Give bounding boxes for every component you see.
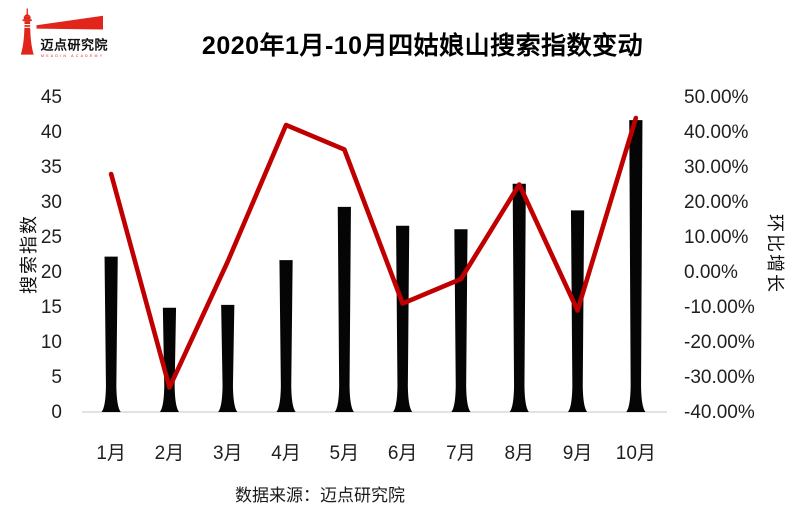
- left-tick-25: 25: [40, 227, 62, 248]
- bar-month-10: [626, 120, 646, 412]
- bar-month-4: [276, 260, 296, 412]
- light-beam-icon: [36, 15, 103, 30]
- logo-name: 迈点研究院: [41, 38, 109, 53]
- data-source-note: 数据来源：迈点研究院: [235, 486, 405, 505]
- right-tick-20.00%: 20.00%: [684, 192, 749, 213]
- x-label-month-3: 3月: [212, 443, 243, 464]
- right-tick-0.00%: 0.00%: [684, 262, 738, 283]
- x-label-month-5: 5月: [329, 443, 360, 464]
- left-tick-35: 35: [40, 157, 62, 178]
- x-label-month-9: 9月: [562, 443, 593, 464]
- lighthouse-gallery: [22, 19, 32, 22]
- lighthouse-dome: [23, 14, 31, 17]
- right-tick-10.00%: 10.00%: [684, 227, 749, 248]
- left-tick-45: 45: [40, 87, 62, 108]
- left-tick-30: 30: [40, 192, 62, 213]
- right-tick-40.00%: 40.00%: [684, 122, 749, 143]
- bar-month-6: [393, 225, 413, 412]
- x-label-month-6: 6月: [387, 443, 418, 464]
- logo-subtitle: MEADIN ACADEMY: [41, 54, 104, 58]
- bar-month-2: [159, 307, 180, 412]
- left-tick-40: 40: [40, 122, 62, 143]
- lighthouse-mast: [26, 8, 28, 15]
- right-tick-50.00%: 50.00%: [684, 87, 749, 108]
- right-tick--30.00%: -30.00%: [684, 367, 755, 388]
- left-tick-20: 20: [40, 262, 62, 283]
- right-axis-title: 环比增长: [765, 214, 785, 294]
- bar-month-8: [509, 183, 529, 412]
- lighthouse-body: [20, 21, 34, 55]
- x-label-month-2: 2月: [154, 443, 185, 464]
- right-tick-30.00%: 30.00%: [684, 157, 749, 178]
- left-axis-title: 搜索指数: [19, 214, 39, 294]
- mom-growth-line: [108, 115, 639, 390]
- x-label-month-8: 8月: [504, 443, 535, 464]
- right-tick--20.00%: -20.00%: [684, 332, 755, 353]
- chart-title: 2020年1月-10月四姑娘山搜索指数变动: [201, 32, 644, 60]
- lighthouse-stripe: [24, 26, 31, 28]
- bar-month-5: [334, 206, 354, 412]
- left-tick-15: 15: [40, 297, 62, 318]
- x-label-month-10: 10月: [615, 443, 656, 464]
- right-tick--40.00%: -40.00%: [684, 402, 755, 423]
- x-label-month-4: 4月: [271, 443, 301, 464]
- x-label-month-7: 7月: [446, 443, 476, 464]
- meadin-logo: 迈点研究院 MEADIN ACADEMY: [20, 8, 109, 58]
- bar-month-1: [101, 256, 121, 412]
- bar-month-7: [451, 229, 471, 412]
- lighthouse-cab: [23, 16, 31, 20]
- bar-month-3: [218, 304, 238, 412]
- right-tick--10.00%: -10.00%: [684, 297, 755, 318]
- lighthouse-stripe: [24, 24, 31, 26]
- x-label-month-1: 1月: [96, 443, 126, 464]
- left-tick-5: 5: [51, 367, 62, 388]
- lighthouse-icon: [20, 8, 103, 55]
- left-tick-10: 10: [40, 332, 62, 353]
- left-tick-0: 0: [51, 402, 62, 423]
